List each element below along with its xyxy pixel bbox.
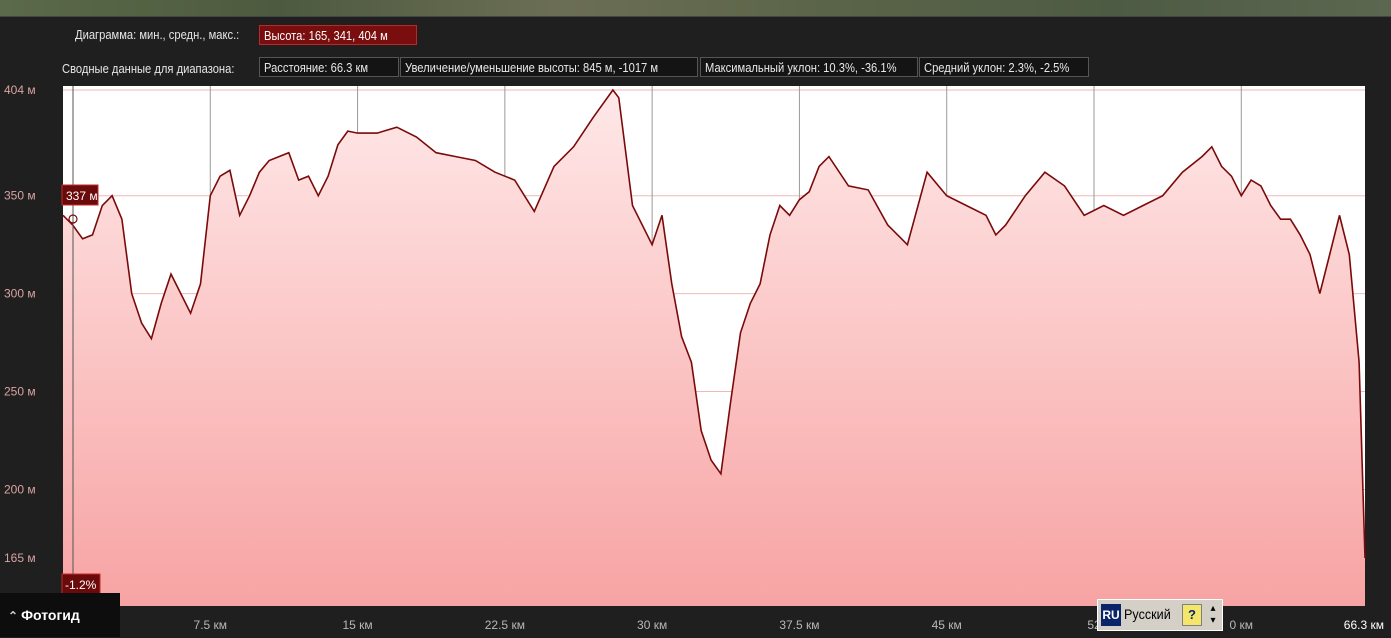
distance-box: Расстояние: 66.3 км — [259, 57, 399, 77]
language-bar-options-icon[interactable]: ▴ ▾ — [1210, 603, 1216, 626]
max-slope-text: Максимальный уклон: 10.3%, -36.1% — [705, 60, 897, 75]
cursor-slope-text: -1.2% — [65, 578, 97, 592]
y-tick-label: 200 м — [4, 482, 36, 496]
x-tick-label: 30 км — [637, 618, 667, 632]
question-icon[interactable]: ? — [1182, 604, 1202, 626]
x-tick-label: 66.3 км — [1344, 618, 1384, 632]
y-axis-labels: 404 м 350 м 300 м 250 м 200 м 165 м — [4, 83, 36, 565]
cursor-slope-marker: -1.2% — [61, 573, 101, 595]
y-tick-label: 404 м — [4, 83, 36, 97]
y-tick-label: 350 м — [4, 189, 36, 203]
x-tick-label: 22.5 км — [485, 618, 525, 632]
elevation-stats-text: Высота: 165, 341, 404 м — [264, 28, 388, 43]
map-imagery-strip — [0, 0, 1391, 16]
y-tick-label: 250 м — [4, 385, 36, 399]
x-tick-label: 45 км — [932, 618, 962, 632]
photo-guide-label: Фотогид — [21, 607, 80, 623]
avg-slope-text: Средний уклон: 2.3%, -2.5% — [924, 60, 1070, 75]
double-chevron-up-icon: ⌃ — [8, 609, 19, 623]
x-axis-labels: 7.5 км 15 км 22.5 км 30 км 37.5 км 45 км 52 0 к… — [194, 618, 1384, 632]
cursor-elevation-marker: 337 м — [61, 184, 99, 206]
photo-guide-button[interactable]: ⌃ Фотогид — [0, 593, 120, 637]
gain-loss-text: Увеличение/уменьшение высоты: 845 м, -10… — [405, 60, 659, 75]
elevation-chart[interactable]: 404 м 350 м 300 м 250 м 200 м 165 м 7.5 км 15 … — [0, 78, 1391, 637]
elevation-line — [62, 88, 1366, 559]
x-tick-label: 0 км — [1230, 618, 1254, 632]
elevation-area — [63, 90, 1365, 606]
y-tick-label: 300 м — [4, 287, 36, 301]
x-tick-label: 37.5 км — [779, 618, 819, 632]
range-summary-label: Сводные данные для диапазона: — [62, 61, 235, 76]
chart-stats-label: Диаграмма: мин., средн., макс.: — [75, 27, 240, 42]
max-slope-box: Максимальный уклон: 10.3%, -36.1% — [700, 57, 918, 77]
x-tick-label: 15 км — [342, 618, 372, 632]
y-tick-label: 165 м — [4, 551, 36, 565]
distance-text: Расстояние: 66.3 км — [264, 60, 369, 75]
elevation-stats-box: Высота: 165, 341, 404 м — [259, 25, 417, 45]
gain-loss-box: Увеличение/уменьшение высоты: 845 м, -10… — [400, 57, 698, 77]
avg-slope-box: Средний уклон: 2.3%, -2.5% — [919, 57, 1089, 77]
cursor-point — [68, 214, 78, 224]
x-tick-label: 7.5 км — [194, 618, 228, 632]
cursor-elevation-text: 337 м — [66, 189, 98, 203]
language-name[interactable]: Русский — [1124, 606, 1171, 622]
language-code[interactable]: RU — [1101, 604, 1121, 626]
language-bar[interactable]: RU Русский ? ▴ ▾ — [1097, 599, 1223, 631]
